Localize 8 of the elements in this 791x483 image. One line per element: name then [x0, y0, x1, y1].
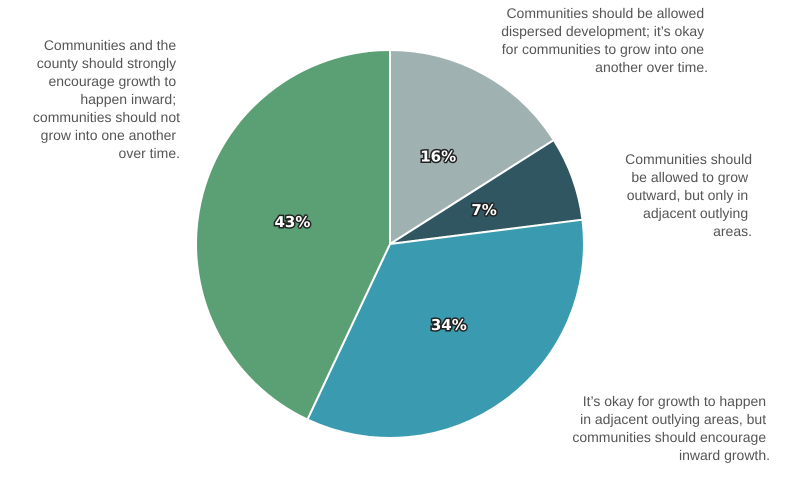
data-label: 34%	[430, 316, 467, 334]
data-label: 7%	[471, 201, 497, 220]
slice-label: It’s okay for growth to happen in adjacent outlying areas, but communities should encourage inward growth.	[572, 393, 770, 463]
slice-label: Communities should be allowed dispersed development; it’s okay for communities to grow into one another over time.	[501, 5, 708, 75]
slice-label: Communities should be allowed to grow outward, but only in adjacent outlying areas.	[625, 151, 752, 239]
slice-label: Communities and the county should strongly encourage growth to happen inward; communities should not grow into one another over time.	[32, 37, 180, 161]
data-label: 43%	[274, 213, 310, 232]
data-label: 16%	[420, 147, 456, 166]
